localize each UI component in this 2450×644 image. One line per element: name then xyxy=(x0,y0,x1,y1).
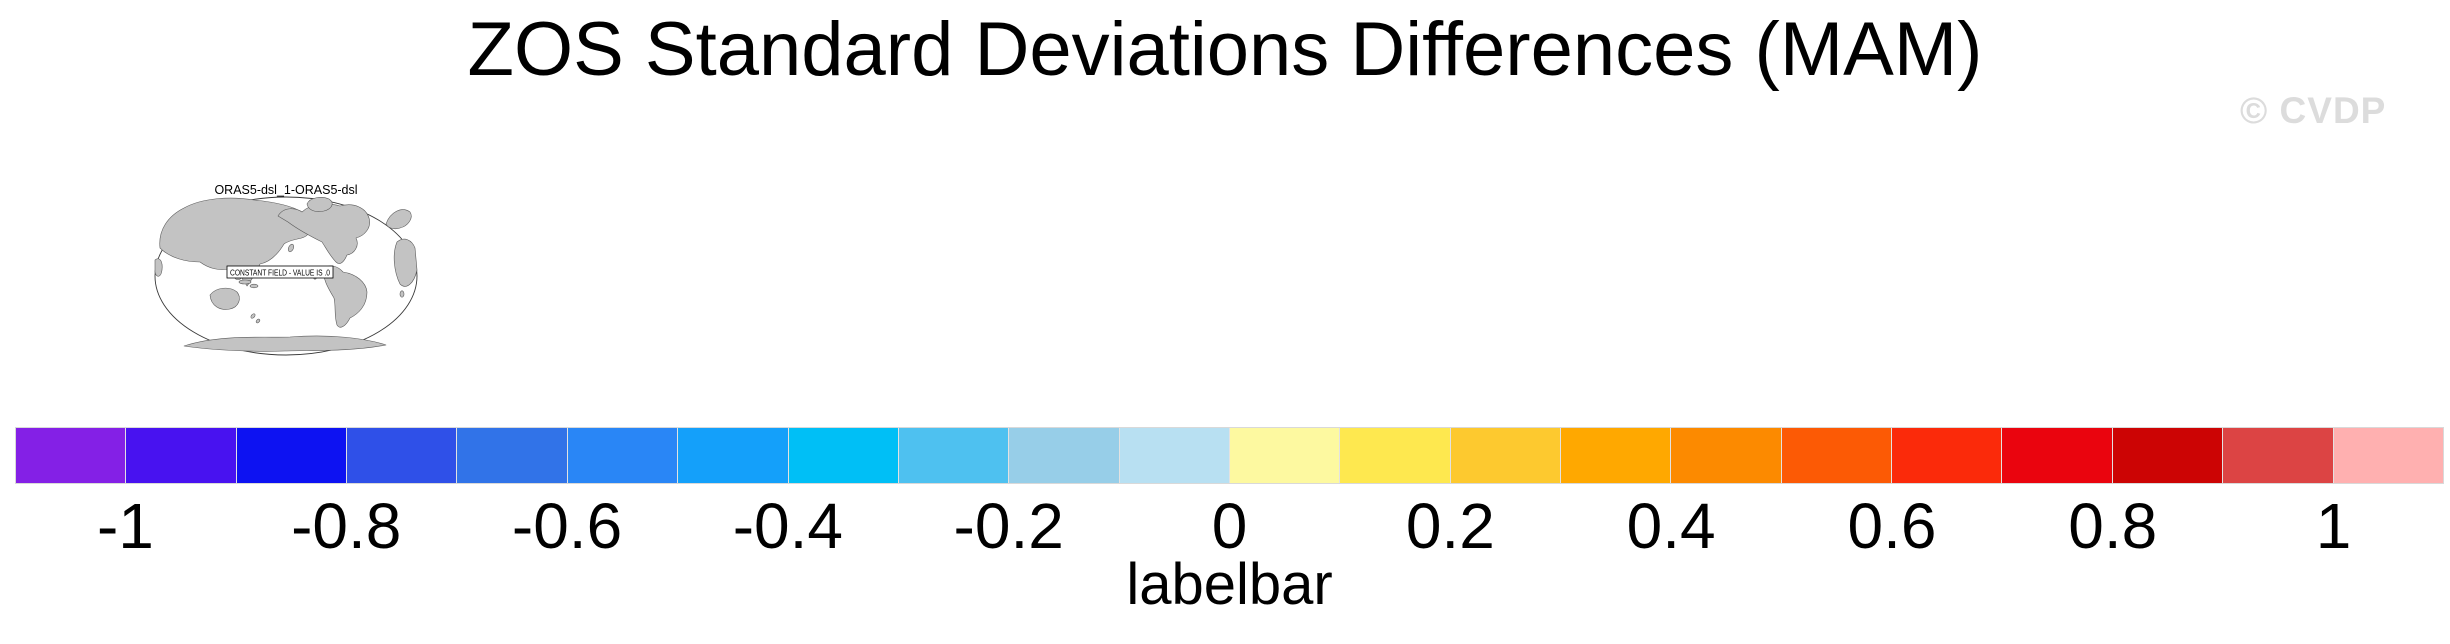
page-title: ZOS Standard Deviations Differences (MAM… xyxy=(467,7,1983,92)
colorbar-segment xyxy=(2002,428,2113,483)
colorbar-tick-label: 0.4 xyxy=(1626,490,1716,562)
colorbar-segment xyxy=(1450,428,1562,483)
colorbar-tick-label: -0.6 xyxy=(511,490,623,562)
map-panel: ORAS5-dsl_1-ORAS5-dsl xyxy=(150,178,422,358)
colorbar-segment xyxy=(1781,428,1893,483)
colorbar-segment xyxy=(457,428,568,483)
colorbar-segment xyxy=(898,428,1010,483)
colorbar-caption: labelbar xyxy=(1126,552,1333,617)
map-title: ORAS5-dsl_1-ORAS5-dsl xyxy=(214,183,357,197)
colorbar-segment xyxy=(1340,428,1451,483)
colorbar-ticks: -1 -0.8 -0.6 -0.4 -0.2 0 0.2 0.4 0.6 0.8 1 xyxy=(15,490,2444,562)
colorbar-segment xyxy=(1119,428,1230,483)
colorbar-tick-label: 0.6 xyxy=(1847,490,1937,562)
world-map-figure: ORAS5-dsl_1-ORAS5-dsl xyxy=(154,183,418,356)
colorbar-tick-label: 0.2 xyxy=(1405,490,1495,562)
colorbar-segment xyxy=(2223,428,2334,483)
colorbar xyxy=(15,427,2444,484)
colorbar-segment xyxy=(1892,428,2003,483)
colorbar-segment xyxy=(126,428,237,483)
colorbar-segment xyxy=(788,428,899,483)
colorbar-tick-label: 0 xyxy=(1211,490,1248,562)
colorbar-tick-label: 0.8 xyxy=(2068,490,2158,562)
colorbar-segment xyxy=(2112,428,2224,483)
colorbar-tick-label: -0.4 xyxy=(732,490,843,562)
colorbar-segment xyxy=(567,428,679,483)
colorbar-tick-label: -0.2 xyxy=(953,490,1064,562)
colorbar-segment xyxy=(236,428,348,483)
colorbar-segment xyxy=(1671,428,1782,483)
constant-field-overlay: CONSTANT FIELD - VALUE IS .0 xyxy=(226,265,334,279)
colorbar-segment xyxy=(678,428,789,483)
constant-field-label: CONSTANT FIELD - VALUE IS .0 xyxy=(230,269,330,278)
colorbar-segment xyxy=(2333,428,2443,483)
colorbar-segment xyxy=(1009,428,1120,483)
colorbar-segment xyxy=(347,428,458,483)
colorbar-tick-label: -0.8 xyxy=(291,490,402,562)
colorbar-tick-label: 1 xyxy=(2315,490,2352,562)
colorbar-segment xyxy=(1561,428,1672,483)
colorbar-segment xyxy=(1229,428,1341,483)
colorbar-tick-label: -1 xyxy=(96,490,154,562)
colorbar-segment xyxy=(16,428,127,483)
map-continents xyxy=(154,197,418,352)
cvdp-watermark: © CVDP xyxy=(2240,90,2387,131)
